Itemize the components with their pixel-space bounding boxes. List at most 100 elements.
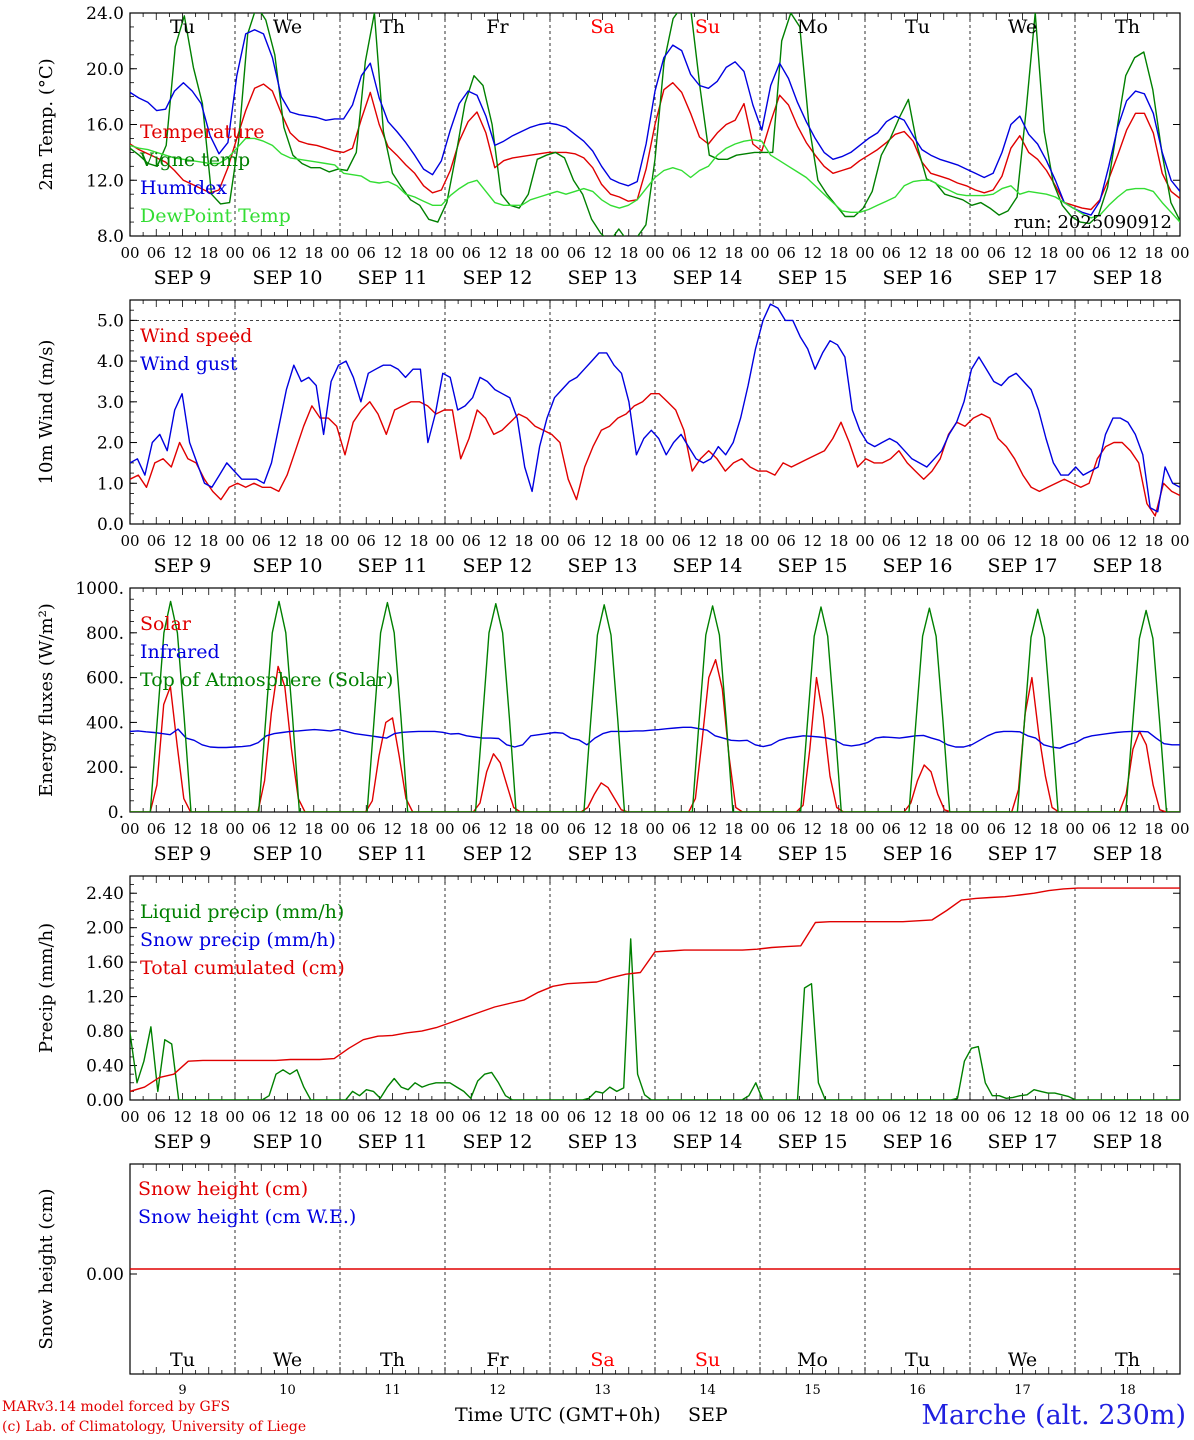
station-label: Marche (alt. 230m): [921, 1400, 1186, 1431]
hour-tick-label: 06: [987, 532, 1006, 550]
hour-tick-label: 12: [698, 244, 717, 262]
hour-tick-label: 00: [855, 820, 874, 838]
hour-tick-label: 18: [199, 820, 218, 838]
weekday-label: Fr: [486, 16, 509, 38]
hour-tick-label: 00: [120, 1108, 139, 1126]
date-label: SEP 15: [778, 843, 848, 865]
series-line-total-cumulated-cm: [130, 887, 1180, 1093]
x-axis-title: Time UTC (GMT+0h): [455, 1404, 661, 1426]
x-axis-unit: SEP: [688, 1404, 728, 1426]
legend-entry: Liquid precip (mm/h): [140, 901, 344, 923]
hour-tick-label: 18: [619, 244, 638, 262]
hour-tick-label: 00: [330, 820, 349, 838]
hour-tick-label: 06: [777, 820, 796, 838]
hour-tick-label: 06: [1092, 532, 1111, 550]
date-label: SEP 9: [154, 1131, 212, 1153]
date-label: SEP 17: [988, 843, 1058, 865]
hour-tick-label: 12: [173, 244, 192, 262]
hour-tick-label: 18: [934, 532, 953, 550]
hour-tick-label: 06: [147, 820, 166, 838]
date-label: SEP 11: [358, 1131, 428, 1153]
hour-tick-label: 00: [750, 1108, 769, 1126]
hour-tick-label: 00: [960, 532, 979, 550]
date-label: SEP 10: [253, 1131, 323, 1153]
hour-tick-label: 12: [1013, 244, 1032, 262]
y-tick-label: 24.0: [86, 4, 124, 24]
y-tick-label: 400.: [86, 713, 124, 733]
hour-tick-label: 18: [619, 820, 638, 838]
hour-tick-label: 00: [225, 820, 244, 838]
weekday-label: Th: [1115, 16, 1140, 38]
y-tick-label: 20.0: [86, 60, 124, 80]
y-axis-label: Energy fluxes (W/m²): [36, 603, 57, 797]
hour-tick-label: 00: [960, 820, 979, 838]
hour-tick-label: 00: [1065, 244, 1084, 262]
hour-tick-label: 12: [593, 820, 612, 838]
hour-tick-label: 12: [698, 532, 717, 550]
hour-tick-label: 00: [750, 244, 769, 262]
hour-tick-label: 00: [435, 532, 454, 550]
hour-tick-label: 18: [829, 1108, 848, 1126]
weekday-label: We: [1008, 1349, 1037, 1371]
legend-entry: Wind speed: [140, 325, 252, 347]
date-label: SEP 17: [988, 555, 1058, 577]
hour-tick-label: 18: [1039, 1108, 1058, 1126]
y-tick-label: 0.: [108, 803, 124, 823]
hour-tick-label: 00: [540, 244, 559, 262]
hour-tick-label: 00: [435, 244, 454, 262]
hour-tick-label: 06: [462, 532, 481, 550]
panel-3: 0. 200. 400. 600. 800. 1000. Energy fluxes (W/…: [36, 579, 1190, 865]
weekday-label: Th: [380, 1349, 405, 1371]
hour-tick-label: 18: [724, 1108, 743, 1126]
hour-tick-label: 06: [672, 244, 691, 262]
weekday-label: We: [273, 1349, 302, 1371]
hour-tick-label: 00: [225, 1108, 244, 1126]
date-label: SEP 14: [673, 843, 743, 865]
hour-tick-label: 18: [829, 532, 848, 550]
hour-tick-label: 06: [567, 820, 586, 838]
date-label: SEP 18: [1093, 1131, 1163, 1153]
hour-tick-label: 12: [593, 1108, 612, 1126]
hour-tick-label: 12: [698, 820, 717, 838]
legend-entry: Snow height (cm): [138, 1178, 308, 1200]
hour-tick-label: 00: [855, 1108, 874, 1126]
lab-credit: (c) Lab. of Climatology, University of L…: [2, 1419, 307, 1435]
date-label: SEP 10: [253, 267, 323, 289]
date-label: SEP 14: [673, 1131, 743, 1153]
hour-tick-label: 06: [252, 244, 271, 262]
hour-tick-label: 12: [803, 820, 822, 838]
hour-tick-label: 06: [1092, 820, 1111, 838]
hour-tick-label: 06: [252, 820, 271, 838]
hour-tick-label: 06: [462, 1108, 481, 1126]
legend-entry: Snow precip (mm/h): [140, 929, 336, 951]
series-line-dewpoint-temp: [130, 137, 1180, 223]
hour-tick-label: 06: [987, 244, 1006, 262]
weekday-label: Tu: [170, 1349, 195, 1371]
hour-tick-label: 12: [488, 1108, 507, 1126]
date-label: SEP 10: [253, 843, 323, 865]
hour-tick-label: 18: [514, 244, 533, 262]
hour-tick-label: 12: [278, 532, 297, 550]
y-axis-label: 2m Temp. (°C): [36, 58, 57, 190]
hour-tick-label: 18: [934, 244, 953, 262]
hour-tick-label: 00: [120, 532, 139, 550]
panel-5: 0.00 Snow height (cm) Snow height (cm) Snow…: [36, 1163, 1181, 1398]
hour-tick-label: 12: [803, 1108, 822, 1126]
hour-tick-label: 12: [1013, 1108, 1032, 1126]
run-label: run: 2025090912: [1014, 212, 1172, 233]
hour-tick-label: 18: [304, 532, 323, 550]
legend-entry: Snow height (cm W.E.): [138, 1206, 356, 1228]
date-label: SEP 16: [883, 267, 953, 289]
hour-tick-label: 12: [383, 244, 402, 262]
hour-tick-label: 06: [777, 532, 796, 550]
hour-tick-label: 18: [514, 532, 533, 550]
hour-tick-label: 18: [829, 820, 848, 838]
hour-tick-label: 18: [724, 244, 743, 262]
hour-tick-label: 12: [383, 532, 402, 550]
hour-tick-label: 18: [199, 532, 218, 550]
hour-tick-label: 18: [409, 820, 428, 838]
y-tick-label: 1.20: [86, 988, 124, 1008]
hour-tick-label: 00: [1065, 820, 1084, 838]
hour-tick-label: 00: [435, 1108, 454, 1126]
hour-tick-label: 18: [619, 1108, 638, 1126]
